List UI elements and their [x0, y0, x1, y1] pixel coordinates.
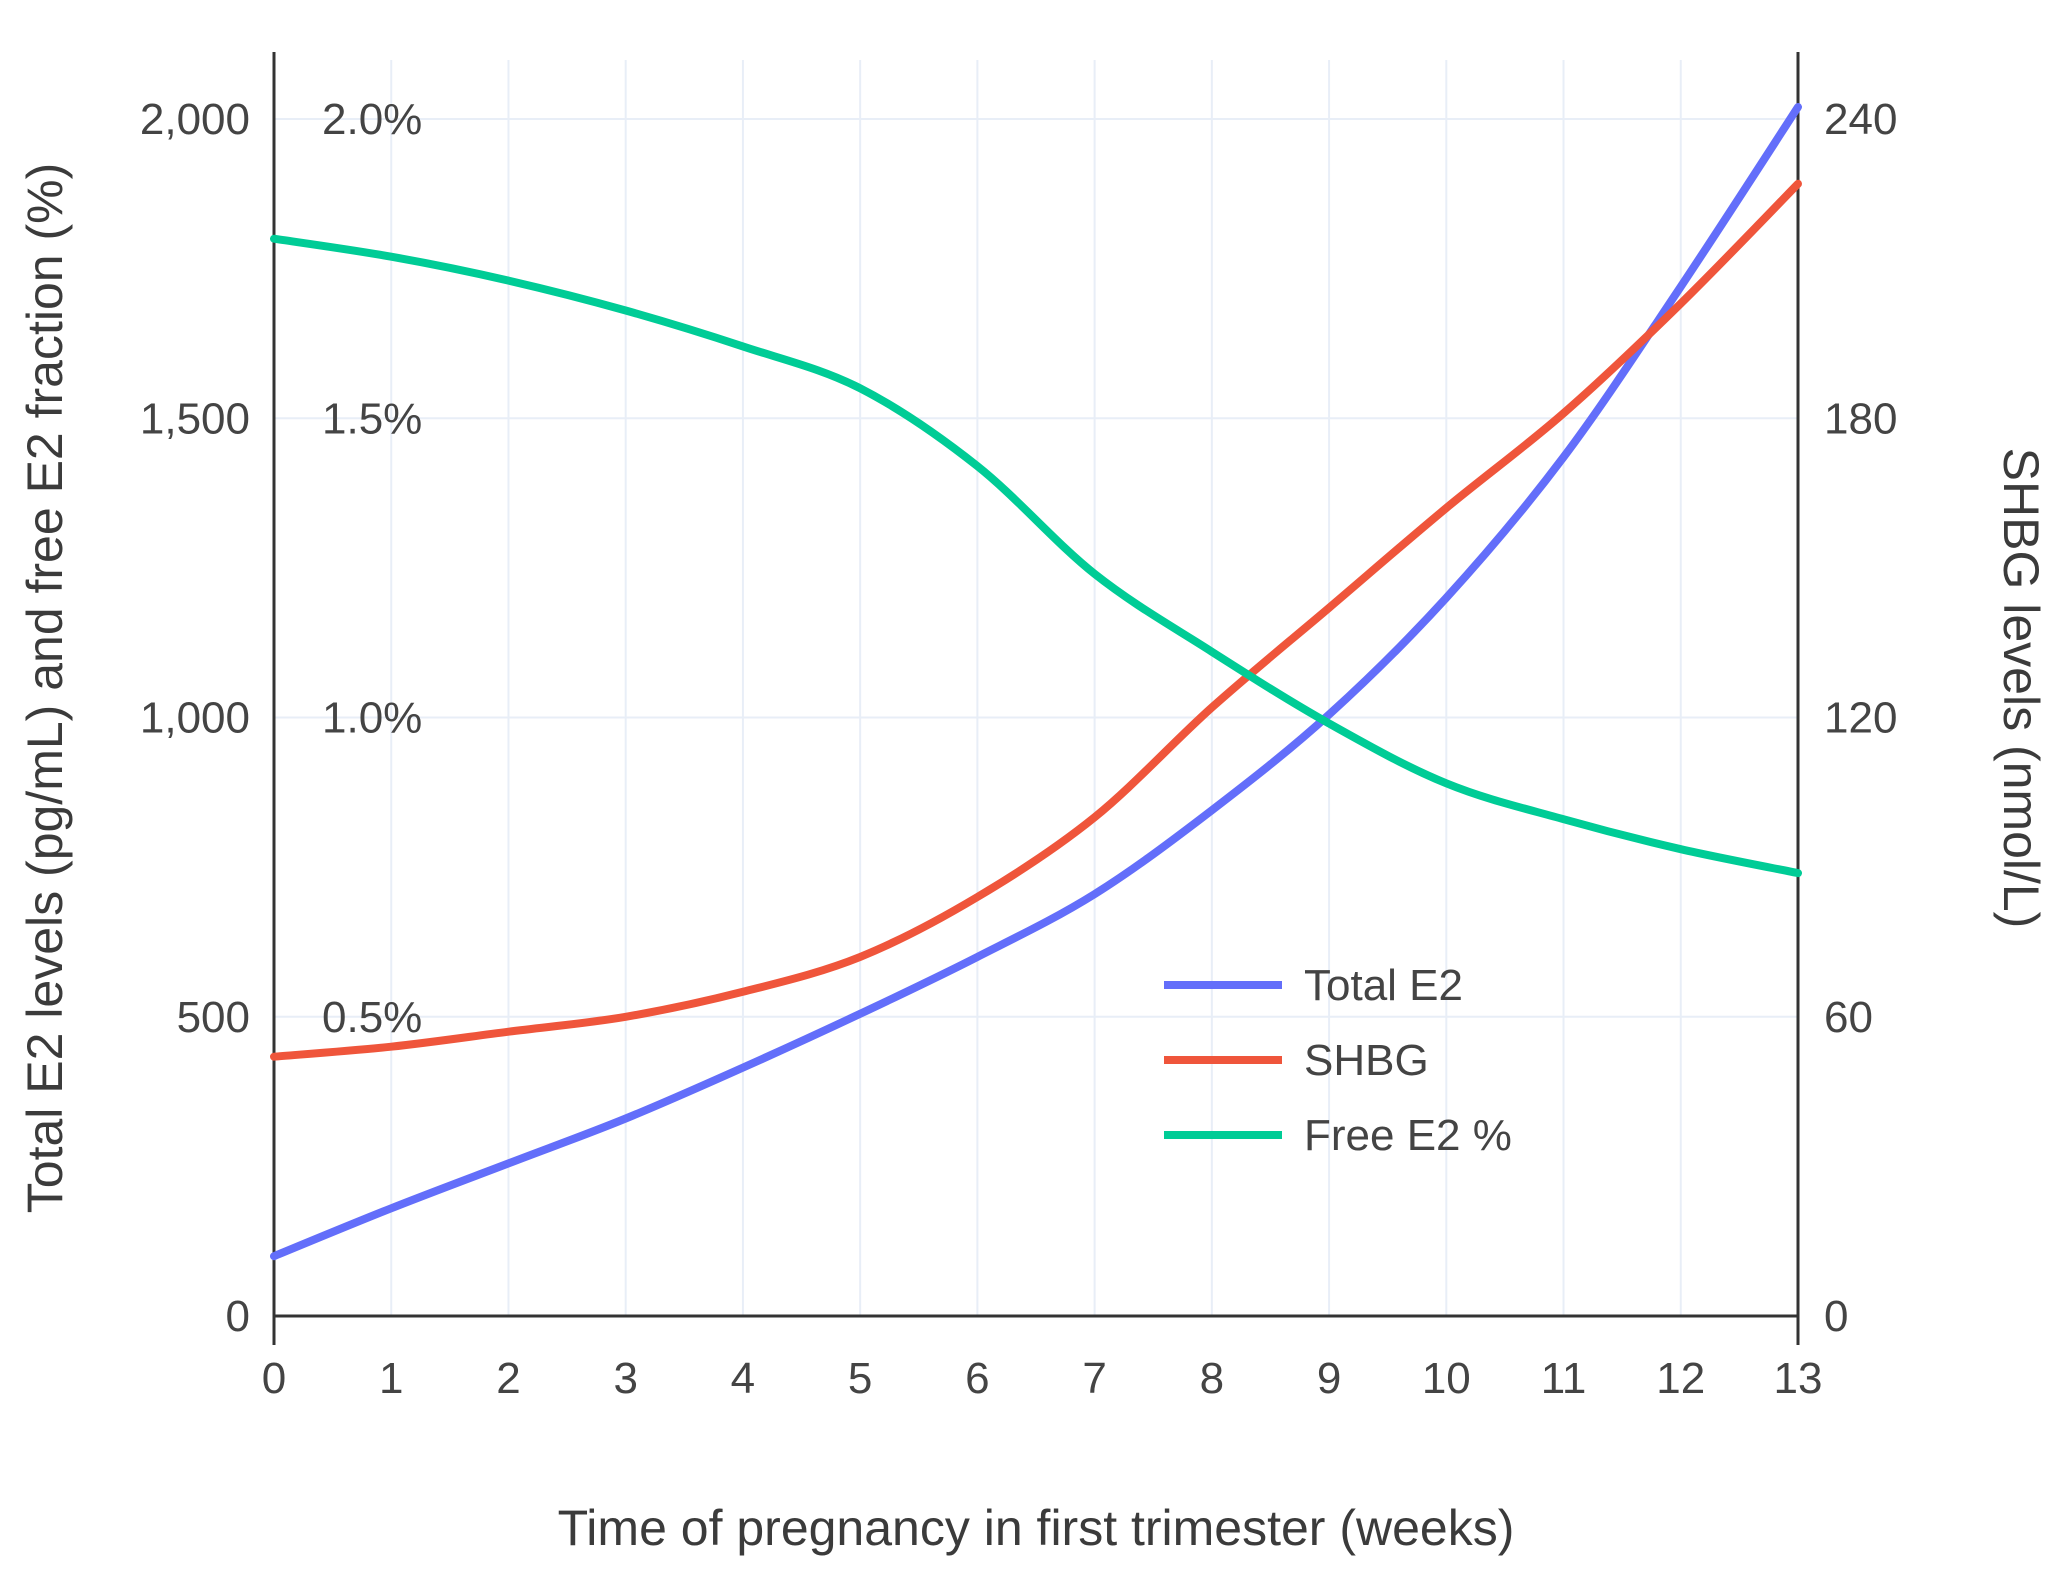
- x-tick-label: 5: [848, 1354, 872, 1403]
- legend-label: Total E2: [1304, 961, 1463, 1010]
- x-tick-label: 7: [1082, 1354, 1106, 1403]
- series-line-total-e2: [270, 103, 1802, 1261]
- x-tick-label: 6: [965, 1354, 989, 1403]
- x-tick-label: 10: [1422, 1354, 1471, 1403]
- y-left-tick-label: 500: [177, 993, 250, 1042]
- y-right-tick-label: 240: [1824, 95, 1897, 144]
- y-left-tick-label: 2,000: [140, 95, 250, 144]
- y-right-tick-label: 120: [1824, 694, 1897, 743]
- y-right-tick-label: 0: [1824, 1292, 1848, 1341]
- y-left-tick-label: 1,500: [140, 394, 250, 443]
- series-line-shbg: [270, 179, 1802, 1061]
- y-left-tick-label: 1,000: [140, 694, 250, 743]
- y-right-axis-title: SHBG levels (nmol/L): [1993, 448, 2048, 929]
- x-tick-label: 4: [731, 1354, 755, 1403]
- x-tick-label: 9: [1317, 1354, 1341, 1403]
- x-tick-label: 0: [262, 1354, 286, 1403]
- x-tick-label: 8: [1200, 1354, 1224, 1403]
- x-axis-title: Time of pregnancy in first trimester (we…: [558, 1500, 1515, 1556]
- legend: Total E2 SHBG Free E2 %: [1164, 961, 1512, 1160]
- x-tick-label: 11: [1541, 1354, 1587, 1403]
- y-left-tick-label: 0: [226, 1292, 250, 1341]
- x-tick-label: 3: [613, 1354, 637, 1403]
- series-line-free-e2: [270, 234, 1802, 878]
- legend-label: Free E2 %: [1304, 1111, 1512, 1160]
- x-tick-label: 12: [1656, 1354, 1705, 1403]
- y-left-axis-title: Total E2 levels (pg/mL) and free E2 frac…: [17, 163, 73, 1213]
- free-e2-percent-label: 1.5%: [322, 394, 422, 443]
- series-lines: [270, 103, 1802, 1261]
- y-right-tick-label: 60: [1824, 993, 1873, 1042]
- legend-item-total-e2[interactable]: Total E2: [1164, 961, 1463, 1010]
- legend-item-shbg[interactable]: SHBG: [1164, 1036, 1429, 1085]
- free-e2-percent-label: 0.5%: [322, 993, 422, 1042]
- x-tick-label: 1: [379, 1354, 403, 1403]
- x-tick-label: 13: [1774, 1354, 1823, 1403]
- x-tick-label: 2: [496, 1354, 520, 1403]
- legend-label: SHBG: [1304, 1036, 1429, 1085]
- legend-item-free-e2[interactable]: Free E2 %: [1164, 1111, 1512, 1160]
- free-e2-percent-label: 1.0%: [322, 694, 422, 743]
- y-right-tick-label: 180: [1824, 394, 1897, 443]
- free-e2-percent-label: 2.0%: [322, 95, 422, 144]
